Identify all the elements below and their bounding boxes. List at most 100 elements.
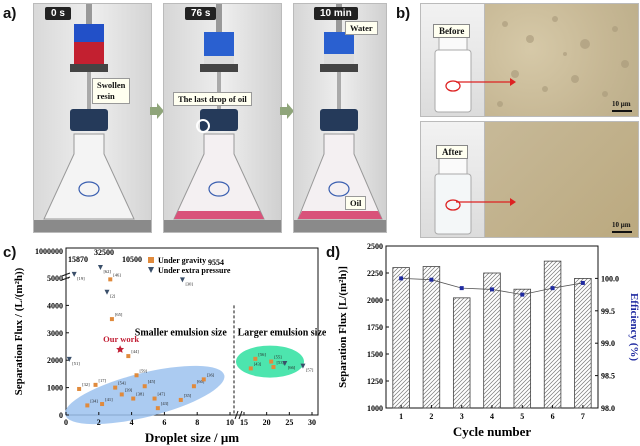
gravity-point-ref: [45] [148, 379, 156, 384]
y2-tick-label: 98.0 [601, 404, 615, 413]
apparatus-0s-illustration [34, 4, 151, 232]
y-tick-label: 1500 [367, 350, 383, 359]
gravity-point-ref: [43] [254, 361, 262, 366]
gravity-point [178, 397, 183, 402]
pressure-point [71, 271, 77, 277]
gravity-point [109, 317, 114, 322]
pressure-point-ref: [62] [103, 269, 111, 274]
gravity-point [113, 385, 118, 390]
flux-bar [483, 272, 501, 409]
gravity-point-ref: [17] [99, 378, 107, 383]
x-tick-label: 15 [240, 418, 248, 427]
scale-label-top: 10 μm [612, 100, 631, 108]
gravity-point-ref: [35] [184, 393, 192, 398]
gravity-point [201, 377, 206, 382]
panel-label-c: c) [3, 244, 17, 261]
scatter-chart-c: 0 1000 2000 3000 4000 5000 1000000 0 2 4 6 8 10 15 20 2… [13, 247, 326, 445]
y2-tick-label: 99.5 [601, 307, 615, 316]
photo-10min [293, 3, 387, 233]
apparatus-76s-illustration [164, 4, 281, 232]
efficiency-point [520, 292, 525, 297]
callout-oil: Oil [345, 196, 367, 210]
micrograph-before-texture [497, 16, 629, 107]
x-tick-label: 2 [429, 412, 433, 421]
panel-label-a: a) [3, 5, 17, 22]
legend-gravity-marker [148, 257, 154, 263]
gravity-point-ref: [59] [140, 368, 148, 373]
scale-label-bottom: 10 μm [612, 221, 631, 229]
photo-0s [33, 3, 152, 233]
gravity-point [134, 373, 139, 378]
apparatus-10min-illustration [294, 4, 386, 232]
efficiency-point [550, 286, 555, 291]
gravity-point-ref: [55] [274, 355, 282, 360]
callout-last-drop: The last drop of oil [173, 92, 252, 106]
after-label: After [436, 145, 469, 159]
pressure-point [282, 360, 288, 366]
gravity-point [155, 406, 160, 411]
flux-bar [513, 288, 532, 409]
our-work-star [116, 345, 125, 353]
micrograph-after [484, 121, 639, 238]
x-tick-label: 6 [551, 412, 555, 421]
pressure-point [300, 363, 306, 369]
x-axis-title: Droplet size / μm [145, 430, 239, 445]
x-tick-label: 5 [520, 412, 524, 421]
vial-before [420, 3, 485, 117]
break-value-label: 9554 [208, 258, 224, 267]
efficiency-point [399, 276, 404, 281]
before-label: Before [433, 24, 471, 38]
x-tick-label: 8 [195, 418, 199, 427]
micrograph-before [484, 3, 639, 117]
x-tick-label: 6 [162, 418, 166, 427]
efficiency-point [490, 287, 494, 292]
pressure-point-ref: [2] [110, 294, 116, 299]
efficiency-point [429, 277, 434, 282]
y-tick-label-top: 1000000 [35, 247, 63, 256]
break-value-label: 10500 [122, 255, 142, 264]
gravity-point [85, 403, 90, 408]
efficiency-point [580, 280, 585, 285]
gravity-point [269, 359, 274, 364]
x-tick-label: 3 [460, 412, 464, 421]
gravity-point [253, 356, 258, 361]
gravity-point-ref: [65] [115, 312, 123, 317]
callout-swollen-resin: Swollen resin [92, 78, 131, 104]
gravity-point-ref: [38] [136, 392, 144, 397]
x-tick-label: 4 [490, 412, 494, 421]
x-tick-label: 20 [263, 418, 271, 427]
legend-pressure-label: Under extra pressure [158, 266, 231, 275]
y-tick-label: 2500 [367, 242, 383, 251]
arrow-right-red-icon [456, 198, 516, 206]
time-label-10min: 10 min [314, 7, 358, 20]
y-tick-label: 2000 [47, 356, 63, 365]
gravity-point [248, 366, 253, 371]
y-tick-label: 1750 [367, 323, 383, 332]
x-tick-label: 1 [399, 412, 403, 421]
y-tick-label: 1000 [47, 384, 63, 393]
callout-water: Water [345, 21, 378, 35]
y-tick-label: 0 [59, 411, 63, 420]
y-tick-label: 2000 [367, 296, 383, 305]
flux-bar [574, 278, 592, 409]
legend-pressure-marker [148, 267, 154, 273]
x-tick-label: 25 [285, 418, 293, 427]
pressure-point [66, 356, 72, 362]
gravity-point [77, 386, 82, 391]
pressure-point [104, 289, 110, 295]
legend-gravity-label: Under gravity [158, 256, 206, 265]
y2-tick-label: 98.5 [601, 372, 615, 381]
y2-tick-label: 100.0 [601, 274, 619, 283]
gravity-point-ref: [34] [90, 398, 98, 403]
y-tick-label: 5000 [47, 274, 63, 283]
gravity-point [142, 384, 147, 389]
time-label-0s: 0 s [45, 7, 71, 20]
pressure-point-ref: [30] [185, 281, 193, 286]
panel-label-d: d) [326, 244, 341, 261]
gravity-point [271, 365, 276, 370]
gravity-point-ref: [41] [105, 397, 113, 402]
our-work-label: Our work [103, 334, 139, 344]
scale-bar-top [612, 110, 632, 112]
gravity-point-ref: [36] [207, 372, 215, 377]
region-small-label: Smaller emulsion size [135, 328, 228, 339]
